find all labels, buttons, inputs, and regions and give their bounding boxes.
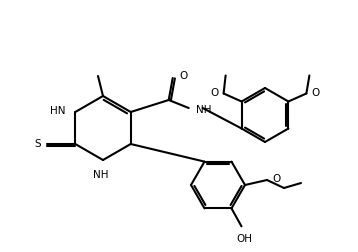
Text: O: O bbox=[180, 71, 188, 81]
Text: NH: NH bbox=[93, 170, 109, 180]
Text: OH: OH bbox=[237, 234, 252, 244]
Text: NH: NH bbox=[196, 105, 211, 115]
Text: S: S bbox=[35, 139, 41, 149]
Text: O: O bbox=[311, 87, 320, 98]
Text: O: O bbox=[211, 87, 219, 98]
Text: HN: HN bbox=[50, 106, 65, 116]
Text: O: O bbox=[272, 174, 280, 184]
